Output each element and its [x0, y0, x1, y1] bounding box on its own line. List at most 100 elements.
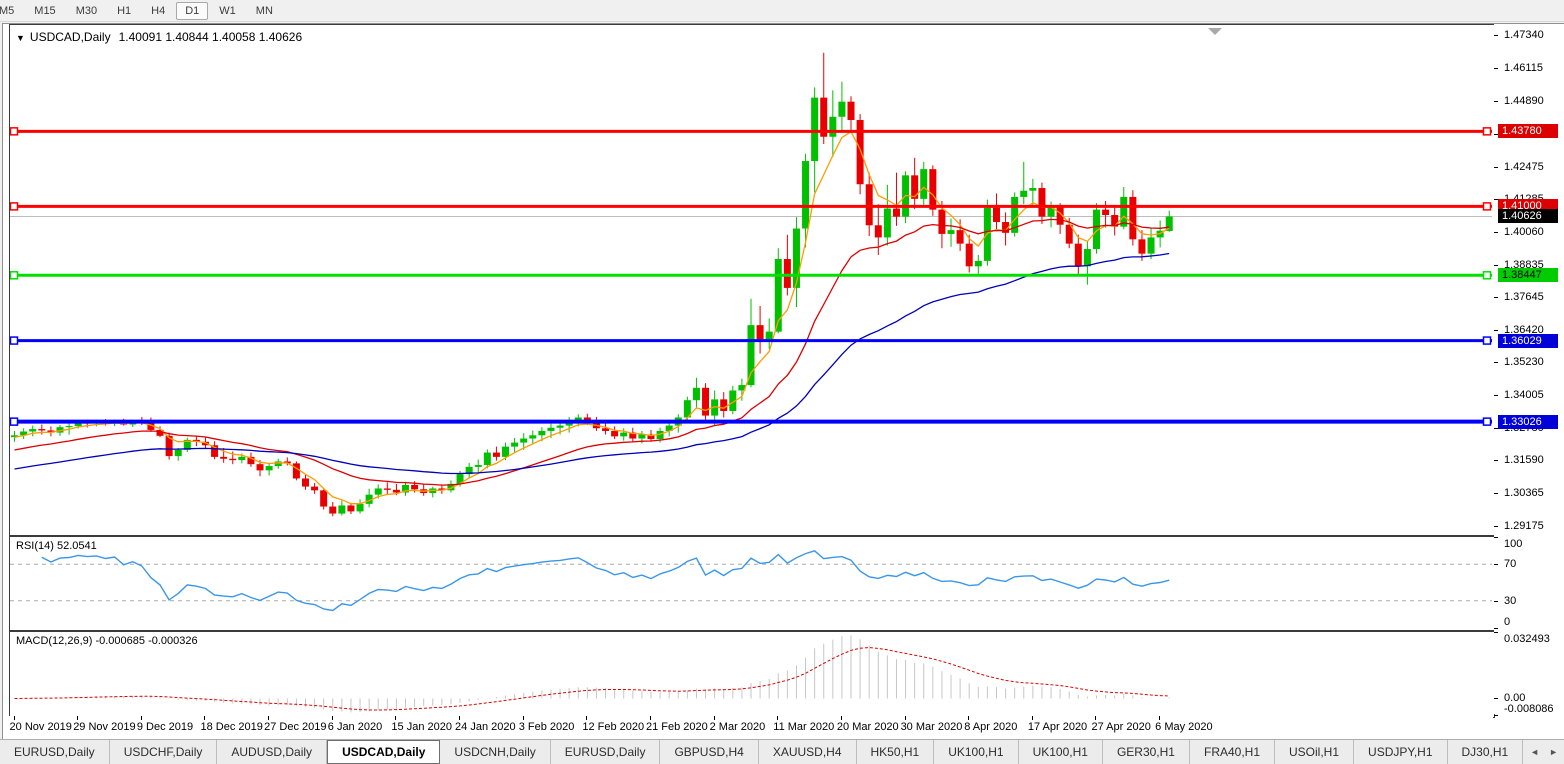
hline-1.38447[interactable] — [10, 271, 1492, 280]
candlestick-canvas[interactable] — [10, 25, 1492, 533]
hline-right-handle[interactable] — [1482, 336, 1492, 345]
price-badge-1.40626: 1.40626 — [1498, 209, 1558, 224]
price-badge-1.33026: 1.33026 — [1498, 414, 1558, 429]
price-tick-label: 1.37645 — [1504, 290, 1544, 303]
hline-right-handle[interactable] — [1482, 417, 1492, 426]
price-badge-1.36029: 1.36029 — [1498, 333, 1558, 348]
macd-tick-label: -0.008086 — [1504, 703, 1554, 715]
timeframe-button-d1[interactable]: D1 — [176, 1, 209, 20]
symbol-tab-gbpusd-h4[interactable]: GBPUSD,H4 — [660, 740, 759, 764]
date-tick-mark — [1159, 716, 1161, 720]
price-tick-label: 1.44890 — [1504, 95, 1544, 108]
symbol-tab-usdcnh-daily[interactable]: USDCNH,Daily — [440, 740, 551, 764]
hline-left-handle[interactable] — [10, 271, 19, 280]
date-tick-mark — [204, 716, 206, 720]
date-tick-label: 20 Mar 2020 — [836, 721, 899, 733]
macd-label: MACD(12,26,9) -0.000685 -0.000326 — [16, 635, 198, 647]
date-tick-mark — [649, 716, 651, 720]
symbol-tab-usdjpy-h1[interactable]: USDJPY,H1 — [1354, 740, 1448, 764]
main-chart-panel[interactable]: ▼ USDCAD,Daily 1.40091 1.40844 1.40058 1.4… — [9, 24, 1495, 536]
timeframe-button-m15[interactable]: M15 — [34, 4, 56, 17]
symbol-tab-ger30-h1[interactable]: GER30,H1 — [1103, 740, 1190, 764]
rsi-tick-label: 0 — [1504, 616, 1511, 628]
price-tick-mark — [1494, 231, 1498, 233]
symbol-tab-dj30-h1[interactable]: DJ30,H1 — [1448, 740, 1524, 764]
date-tick-label: 27 Dec 2019 — [264, 721, 327, 733]
price-badge-1.43780: 1.43780 — [1498, 124, 1558, 139]
timeframe-button-m30[interactable]: M30 — [75, 4, 98, 17]
symbol-tab-uk100-h1[interactable]: UK100,H1 — [1019, 740, 1103, 764]
macd-tick-mark — [1494, 632, 1498, 633]
hline-right-handle[interactable] — [1482, 127, 1492, 136]
chart-symbol-label: USDCAD,Daily — [29, 30, 111, 44]
macd-tick-mark — [1494, 698, 1498, 700]
symbol-tab-eurusd-daily[interactable]: EURUSD,Daily — [551, 740, 661, 764]
hline-left-handle[interactable] — [10, 336, 19, 345]
symbol-tab-fra40-h1[interactable]: FRA40,H1 — [1190, 740, 1276, 764]
date-tick-mark — [968, 716, 970, 720]
price-tick-mark — [1494, 395, 1498, 397]
date-tick-label: 29 Nov 2019 — [73, 721, 136, 733]
price-tick-mark — [1494, 101, 1498, 103]
date-tick-mark — [904, 716, 906, 720]
price-tick-mark — [1494, 362, 1498, 364]
rsi-tick-mark — [1494, 564, 1498, 566]
hline-left-handle[interactable] — [10, 127, 19, 136]
timeframe-button-h1[interactable]: H1 — [117, 4, 132, 17]
rsi-tick-mark — [1494, 600, 1498, 602]
symbol-tab-usoil-h1[interactable]: USOil,H1 — [1275, 740, 1355, 764]
hline-left-handle[interactable] — [10, 202, 19, 211]
price-tick-mark — [1494, 68, 1498, 70]
symbol-tab-xauusd-h4[interactable]: XAUUSD,H4 — [759, 740, 857, 764]
rsi-tick-mark — [1494, 537, 1498, 538]
price-tick-mark — [1494, 493, 1498, 495]
hline-1.33026[interactable] — [10, 417, 1492, 426]
price-tick-mark — [1494, 460, 1498, 462]
tab-scroll-right-icon[interactable]: ► — [1549, 747, 1558, 757]
macd-tick-label: 0.032493 — [1504, 633, 1550, 645]
price-tick-label: 1.40060 — [1504, 225, 1544, 238]
date-tick-mark — [522, 716, 524, 720]
date-tick-label: 11 Mar 2020 — [773, 721, 835, 733]
date-tick-mark — [713, 716, 715, 720]
chart-shift-triangle[interactable] — [1208, 28, 1222, 35]
timeframe-button-h4[interactable]: H4 — [151, 4, 166, 17]
hline-1.36029[interactable] — [10, 336, 1492, 345]
hline-1.43780[interactable] — [10, 127, 1492, 136]
hline-right-handle[interactable] — [1482, 271, 1492, 280]
price-tick-mark — [1494, 198, 1498, 200]
symbol-tab-usdcad-daily[interactable]: USDCAD,Daily — [327, 740, 441, 764]
symbol-tab-usdchf-daily[interactable]: USDCHF,Daily — [110, 740, 218, 764]
timeframe-button-w1[interactable]: W1 — [219, 4, 236, 17]
hline-1.41000[interactable] — [10, 202, 1492, 211]
hline-left-handle[interactable] — [10, 417, 19, 426]
timeframe-button-mn[interactable]: MN — [255, 4, 273, 17]
date-tick-mark — [140, 716, 142, 720]
date-tick-label: 8 Apr 2020 — [964, 721, 1018, 733]
chart-header: ▼ USDCAD,Daily 1.40091 1.40844 1.40058 1.4… — [16, 30, 302, 44]
price-tick-label: 1.34005 — [1504, 389, 1544, 402]
price-tick-mark — [1494, 525, 1498, 527]
tab-scroll-left-icon[interactable]: ◄ — [1530, 747, 1540, 757]
price-tick-mark — [1494, 134, 1498, 136]
price-axis[interactable]: 1.473401.461151.448901.436651.424751.412… — [1494, 24, 1564, 716]
price-tick-label: 1.46115 — [1504, 62, 1543, 75]
symbol-tab-audusd-daily[interactable]: AUDUSD,Daily — [217, 740, 328, 764]
symbol-tab-uk100-h1[interactable]: UK100,H1 — [934, 740, 1019, 764]
date-tick-mark — [459, 716, 461, 720]
price-tick-label: 1.31590 — [1504, 454, 1544, 467]
price-tick-label: 1.36420 — [1504, 324, 1544, 337]
rsi-panel[interactable]: RSI(14) 52.0541 — [9, 536, 1495, 631]
symbol-tab-hk50-h1[interactable]: HK50,H1 — [857, 740, 935, 764]
macd-panel[interactable]: MACD(12,26,9) -0.000685 -0.000326 — [9, 631, 1495, 718]
timeframe-button-m5[interactable]: M5 — [0, 4, 15, 17]
symbol-tab-eurusd-daily[interactable]: EURUSD,Daily — [0, 740, 110, 764]
hline-right-handle[interactable] — [1482, 202, 1492, 211]
price-tick-mark — [1494, 296, 1498, 298]
rsi-canvas[interactable] — [10, 537, 1492, 628]
price-tick-mark — [1494, 428, 1498, 430]
macd-canvas[interactable] — [10, 632, 1492, 715]
rsi-tick-label: 70 — [1504, 558, 1517, 571]
ma-mid-line — [14, 218, 1170, 486]
date-axis[interactable]: 20 Nov 2019 29 Nov 2019 9 Dec 2019 18 Dec 2… — [9, 716, 1493, 740]
